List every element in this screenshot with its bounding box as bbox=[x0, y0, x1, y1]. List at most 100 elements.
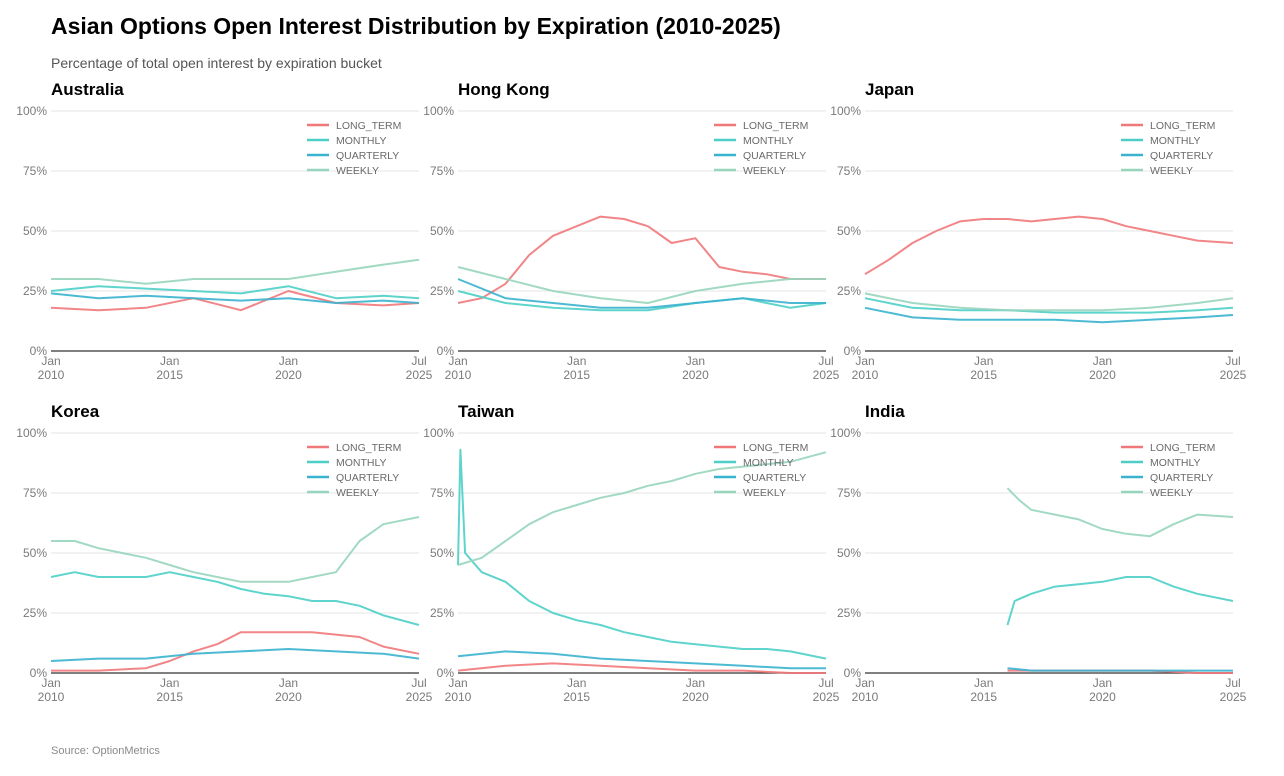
series-line-quarterly bbox=[1007, 667, 1233, 672]
panel-title: Australia bbox=[51, 80, 124, 99]
legend-label: WEEKLY bbox=[743, 487, 786, 499]
x-tick-label: Jan bbox=[686, 676, 705, 690]
x-tick-label: Jan bbox=[448, 676, 467, 690]
legend-label: MONTHLY bbox=[1150, 457, 1201, 469]
panel-australia: Australia 0% 25% 50% 75% 100% Jan 2010 Jan 2015 J… bbox=[16, 80, 451, 390]
y-tick-label: 100% bbox=[16, 104, 47, 118]
x-tick-label: Jan bbox=[160, 354, 179, 368]
y-tick-label: 75% bbox=[23, 486, 47, 500]
series-line-long-term bbox=[51, 631, 420, 672]
x-tick-label: Jan bbox=[279, 354, 298, 368]
legend-label: LONG_TERM bbox=[1150, 442, 1215, 454]
y-tick-label: 0% bbox=[437, 666, 455, 680]
x-tick-label: 2020 bbox=[682, 368, 709, 382]
x-tick-label: 2010 bbox=[445, 690, 472, 704]
legend-label: WEEKLY bbox=[336, 165, 379, 177]
x-tick-label: Jan bbox=[855, 676, 874, 690]
x-tick-label: Jan bbox=[974, 354, 993, 368]
y-tick-label: 25% bbox=[23, 284, 47, 298]
series-line-long-term bbox=[457, 215, 826, 304]
y-tick-label: 25% bbox=[837, 606, 861, 620]
x-tick-label: Jan bbox=[567, 676, 586, 690]
y-tick-label: 0% bbox=[844, 666, 862, 680]
x-tick-label: Jul bbox=[411, 676, 426, 690]
x-tick-label: Jan bbox=[686, 354, 705, 368]
series-line-weekly bbox=[864, 292, 1234, 312]
y-tick-label: 25% bbox=[430, 606, 454, 620]
legend-label: QUARTERLY bbox=[1150, 472, 1213, 484]
series-line-long-term bbox=[457, 662, 826, 674]
series-line-quarterly bbox=[457, 650, 826, 670]
series-line-weekly bbox=[457, 266, 826, 304]
y-tick-label: 25% bbox=[430, 284, 454, 298]
y-tick-label: 25% bbox=[23, 606, 47, 620]
series-line-weekly bbox=[51, 258, 420, 285]
legend-label: WEEKLY bbox=[1150, 165, 1193, 177]
panel-india: India 0% 25% 50% 75% 100% Jan 2010 Jan 2015 Jan 20… bbox=[830, 402, 1265, 712]
y-tick-label: 50% bbox=[430, 546, 454, 560]
panel-taiwan: Taiwan 0% 25% 50% 75% 100% Jan 2010 Jan 2015 Jan 2… bbox=[423, 402, 858, 712]
x-tick-label: Jan bbox=[974, 676, 993, 690]
y-tick-label: 0% bbox=[437, 344, 455, 358]
y-tick-label: 75% bbox=[23, 164, 47, 178]
y-tick-label: 50% bbox=[837, 224, 861, 238]
panel-title: Taiwan bbox=[458, 402, 515, 421]
legend-label: QUARTERLY bbox=[1150, 150, 1213, 162]
legend-label: LONG_TERM bbox=[743, 120, 808, 132]
legend-label: MONTHLY bbox=[743, 135, 794, 147]
y-tick-label: 75% bbox=[430, 164, 454, 178]
y-tick-label: 50% bbox=[23, 224, 47, 238]
x-tick-label: 2020 bbox=[1089, 690, 1116, 704]
x-tick-label: 2015 bbox=[970, 690, 997, 704]
chart-plot: 0%25%50%75%100%Jan2010Jan2015Jan2020Jul2… bbox=[423, 104, 839, 382]
legend-label: LONG_TERM bbox=[743, 442, 808, 454]
series-line-long-term bbox=[864, 215, 1234, 276]
x-tick-label: Jan bbox=[160, 676, 179, 690]
series-line-monthly bbox=[457, 448, 827, 660]
series-line-long-term bbox=[50, 290, 420, 312]
x-tick-label: Jan bbox=[279, 676, 298, 690]
series-line-monthly bbox=[50, 285, 420, 300]
y-tick-label: 75% bbox=[430, 486, 454, 500]
panel-title: India bbox=[865, 402, 905, 421]
y-tick-label: 100% bbox=[830, 104, 861, 118]
series-line-weekly bbox=[51, 516, 420, 583]
x-tick-label: 2010 bbox=[852, 690, 879, 704]
y-tick-label: 100% bbox=[830, 426, 861, 440]
x-tick-label: 2025 bbox=[813, 368, 840, 382]
legend-label: QUARTERLY bbox=[743, 150, 806, 162]
x-tick-label: 2020 bbox=[682, 690, 709, 704]
series-line-quarterly bbox=[457, 278, 826, 309]
x-tick-label: 2025 bbox=[406, 690, 433, 704]
x-tick-label: 2015 bbox=[970, 368, 997, 382]
series-line-monthly bbox=[864, 297, 1234, 314]
x-tick-label: Jul bbox=[1225, 354, 1240, 368]
chart-plot: 0%25%50%75%100%Jan2010Jan2015Jan2020Jul2… bbox=[423, 426, 839, 704]
y-tick-label: 0% bbox=[30, 666, 48, 680]
x-tick-label: Jan bbox=[567, 354, 586, 368]
x-tick-label: Jan bbox=[41, 354, 60, 368]
x-tick-label: Jan bbox=[41, 676, 60, 690]
legend-label: LONG_TERM bbox=[336, 442, 401, 454]
x-tick-label: Jul bbox=[818, 354, 833, 368]
series-line-quarterly bbox=[50, 648, 420, 662]
panel-hong-kong: Hong Kong 0% 25% 50% 75% 100% Jan 2010 Jan 2015 J… bbox=[423, 80, 858, 390]
series-line-monthly bbox=[50, 571, 420, 626]
legend-label: LONG_TERM bbox=[1150, 120, 1215, 132]
y-tick-label: 100% bbox=[423, 104, 454, 118]
chart-plot: 0%25%50%75%100%Jan2010Jan2015Jan2020Jul2… bbox=[830, 426, 1246, 704]
x-tick-label: 2010 bbox=[38, 368, 65, 382]
y-tick-label: 0% bbox=[844, 344, 862, 358]
x-tick-label: 2020 bbox=[1089, 368, 1116, 382]
chart-plot: 0%25%50%75%100%Jan2010Jan2015Jan2020Jul2… bbox=[830, 104, 1246, 382]
series-line-monthly bbox=[457, 290, 827, 312]
y-tick-label: 50% bbox=[23, 546, 47, 560]
x-tick-label: 2015 bbox=[563, 690, 590, 704]
legend-label: WEEKLY bbox=[336, 487, 379, 499]
legend-label: QUARTERLY bbox=[336, 472, 399, 484]
legend-label: MONTHLY bbox=[1150, 135, 1201, 147]
x-tick-label: Jan bbox=[855, 354, 874, 368]
legend-label: WEEKLY bbox=[1150, 487, 1193, 499]
y-tick-label: 0% bbox=[30, 344, 48, 358]
legend-label: QUARTERLY bbox=[336, 150, 399, 162]
